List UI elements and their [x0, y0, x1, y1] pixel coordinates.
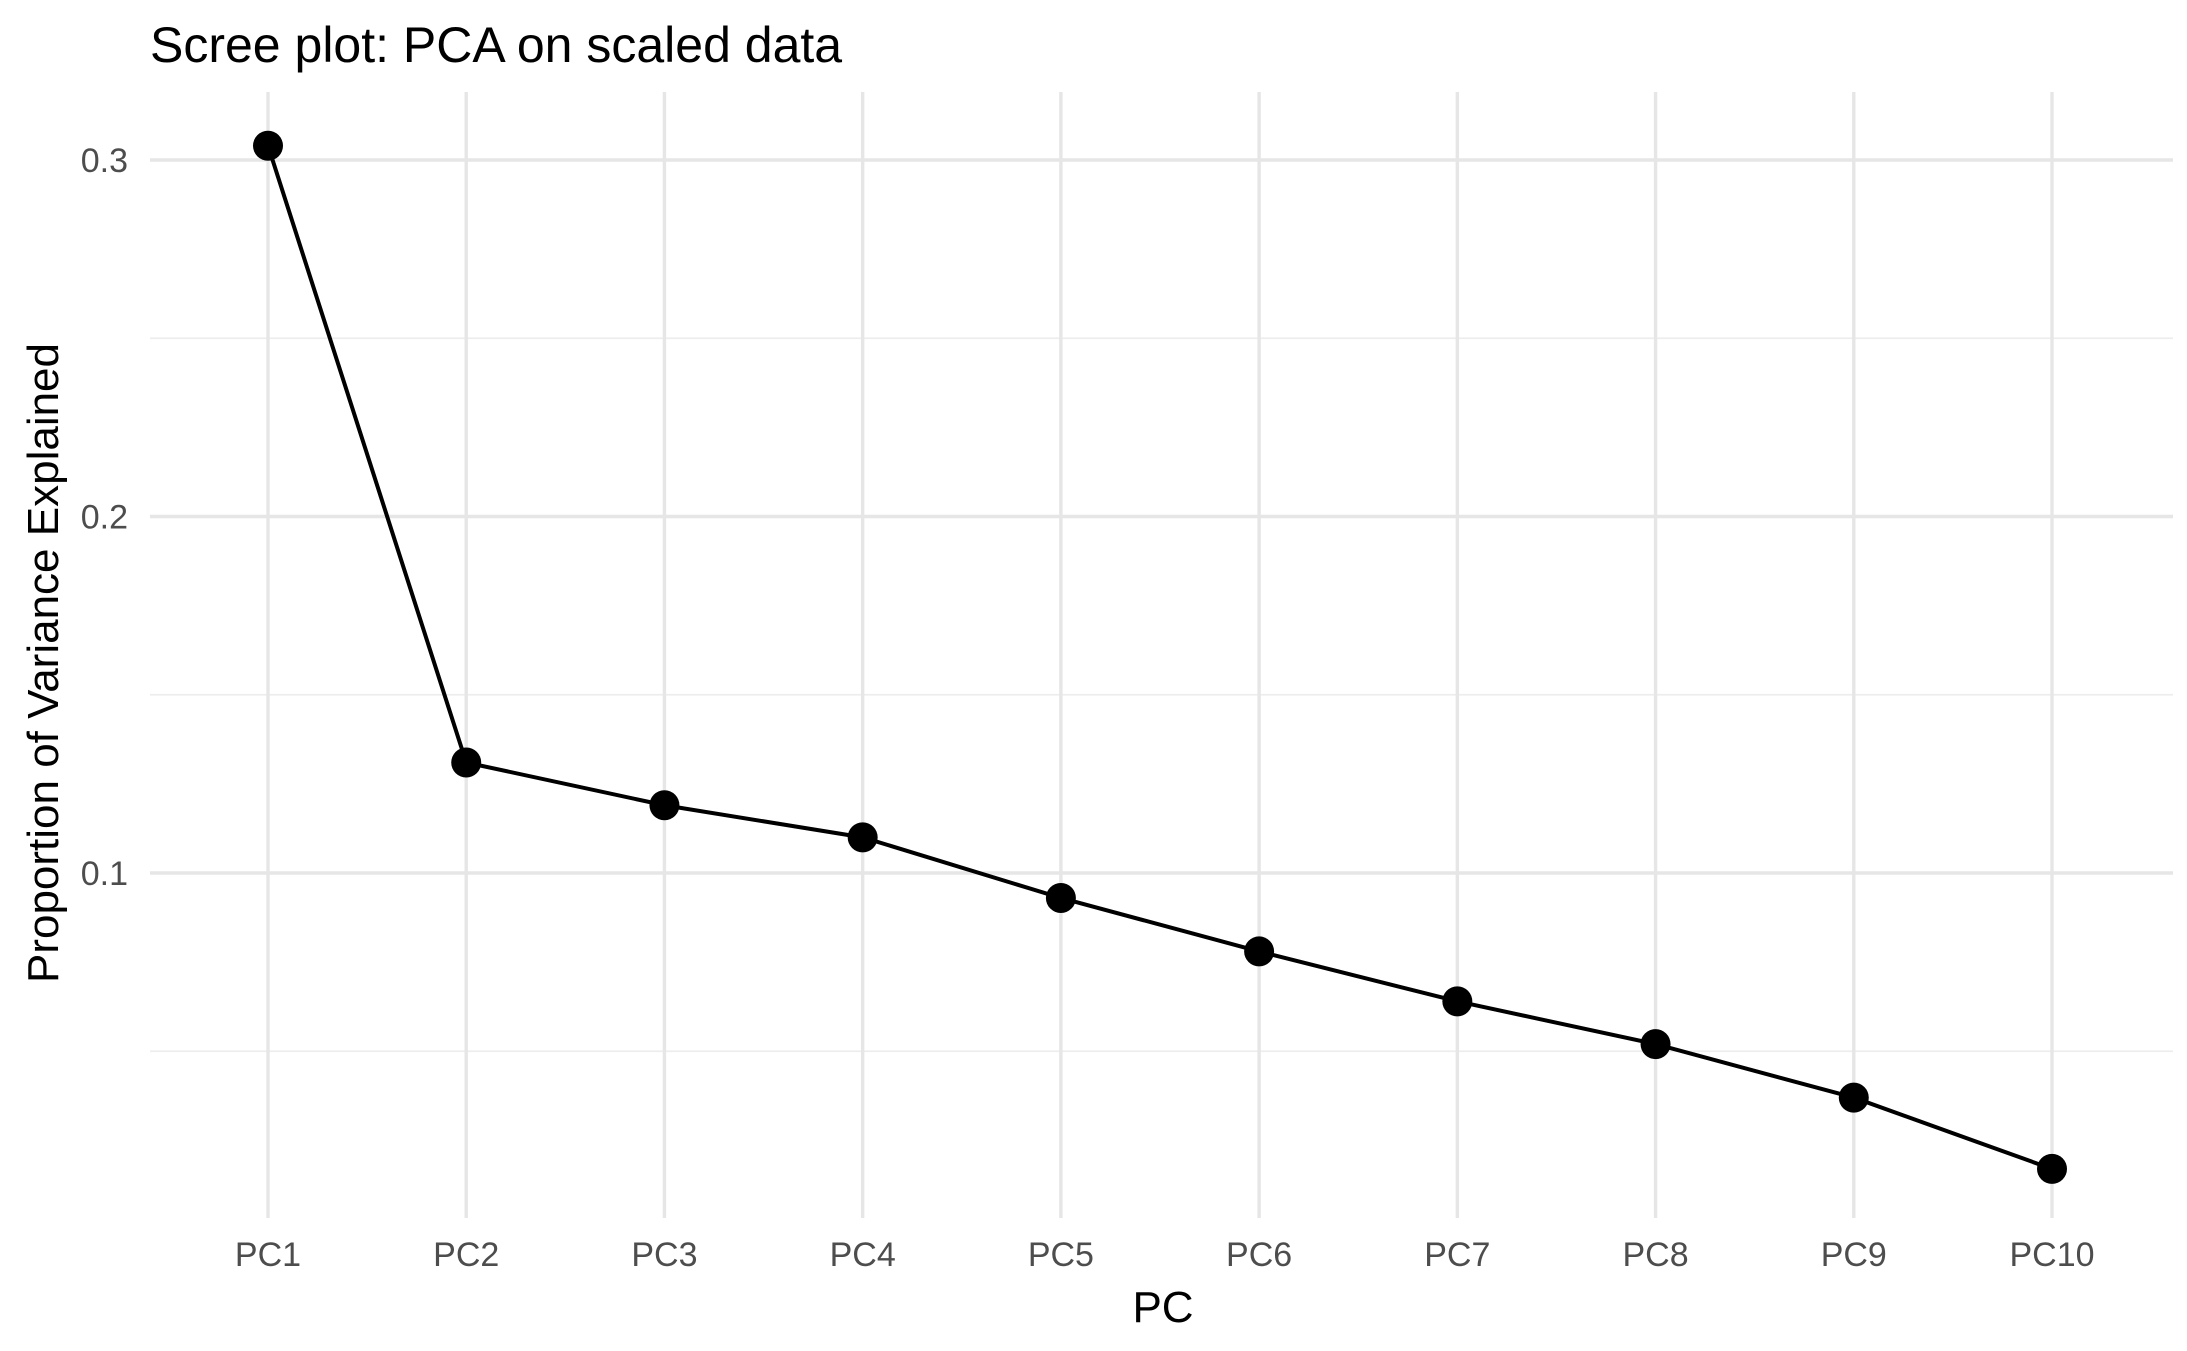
x-tick-label: PC9 — [1821, 1236, 1887, 1274]
y-tick-label: 0.2 — [81, 499, 128, 537]
data-point-pc2 — [451, 747, 482, 778]
series-line — [266, 145, 2053, 1171]
x-tick-label: PC3 — [631, 1236, 697, 1274]
data-point-pc10 — [2037, 1153, 2067, 1184]
y-axis-title: Proportion of Variance Explained — [19, 343, 68, 983]
data-point-pc9 — [1838, 1082, 1869, 1113]
x-tick-label: PC7 — [1424, 1236, 1490, 1274]
x-tick-label: PC6 — [1226, 1236, 1292, 1274]
chart-title: Scree plot: PCA on scaled data — [150, 17, 842, 73]
data-point-pc8 — [1640, 1029, 1671, 1060]
data-point-pc1 — [253, 130, 283, 161]
data-point-pc4 — [847, 822, 878, 853]
data-point-pc5 — [1045, 882, 1076, 913]
x-tick-label: PC5 — [1028, 1236, 1094, 1274]
series-layer — [253, 130, 2067, 1184]
x-axis-title: PC — [1132, 1283, 1193, 1332]
y-tick-label: 0.3 — [81, 142, 128, 180]
tick-label-layer: 0.1 0.2 0.3 PC1 PC2 PC3 PC4 PC5 PC6 PC7 PC8 PC9 PC10 — [81, 142, 2095, 1274]
y-tick-label: 0.1 — [81, 855, 128, 893]
x-tick-label: PC1 — [235, 1236, 301, 1274]
x-tick-label: PC2 — [433, 1236, 499, 1274]
x-tick-label: PC8 — [1622, 1236, 1688, 1274]
x-tick-label: PC10 — [2009, 1236, 2094, 1274]
x-tick-label: PC4 — [830, 1236, 896, 1274]
grid-layer — [150, 92, 2173, 1218]
data-point-pc6 — [1244, 936, 1275, 967]
data-point-pc3 — [649, 790, 680, 821]
data-point-pc7 — [1442, 986, 1473, 1017]
